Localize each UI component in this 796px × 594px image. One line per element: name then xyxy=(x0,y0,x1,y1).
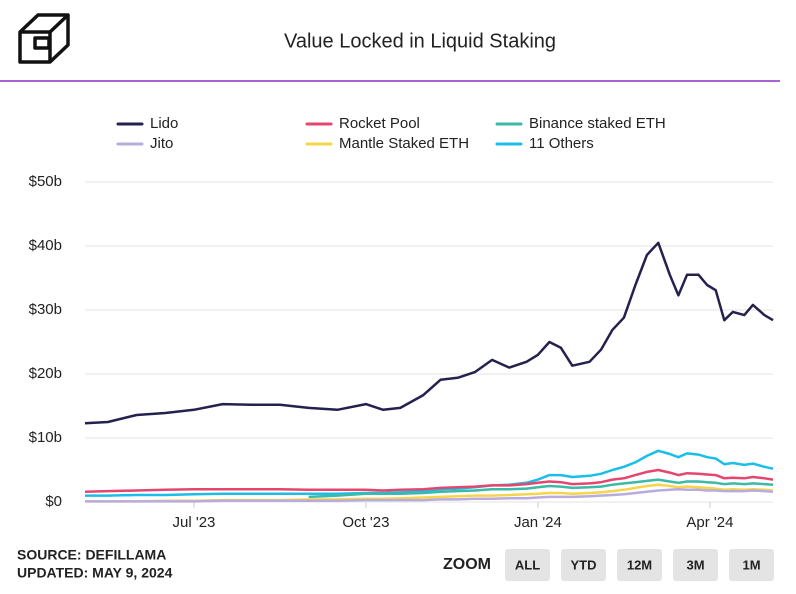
logo xyxy=(18,13,70,64)
x-tick-label: Apr '24 xyxy=(686,514,733,531)
legend-label: Lido xyxy=(150,115,178,132)
zoom-button[interactable]: 1M xyxy=(729,549,774,581)
series-line xyxy=(85,487,774,503)
legend-label: Jito xyxy=(150,135,173,152)
y-tick-label: $40b xyxy=(29,237,62,254)
series-line xyxy=(85,449,774,497)
series-line xyxy=(308,478,774,499)
y-tick-label: $10b xyxy=(29,429,62,446)
zoom-button[interactable]: 3M xyxy=(673,549,718,581)
zoom-button[interactable]: ALL xyxy=(505,549,550,581)
zoom-button-bg xyxy=(617,549,662,581)
series-line xyxy=(84,241,774,425)
zoom-button-label: 12M xyxy=(627,557,652,572)
zoom-button-bg xyxy=(729,549,774,581)
zoom-button-label: 1M xyxy=(742,557,760,572)
zoom-button-bg xyxy=(505,549,550,581)
x-tick-label: Jan '24 xyxy=(514,514,562,531)
updated: UPDATED: MAY 9, 2024 xyxy=(17,565,173,581)
zoom-button-bg xyxy=(673,549,718,581)
y-tick-label: $30b xyxy=(29,301,62,318)
chart-title: Value Locked in Liquid Staking xyxy=(284,30,556,52)
legend-label: 11 Others xyxy=(529,135,594,152)
zoom-label: ZOOM xyxy=(443,556,491,573)
y-tick-label: $50b xyxy=(29,173,62,190)
source: SOURCE: DEFILLAMA xyxy=(17,547,166,563)
legend-label: Binance staked ETH xyxy=(529,115,666,132)
zoom-button-label: YTD xyxy=(571,557,597,572)
legend-label: Mantle Staked ETH xyxy=(339,135,469,152)
zoom-button-label: ALL xyxy=(515,557,540,572)
y-tick-label: $0 xyxy=(45,493,62,510)
zoom-button-bg xyxy=(561,549,606,581)
y-tick-label: $20b xyxy=(29,365,62,382)
series-line xyxy=(84,468,774,494)
zoom-button-label: 3M xyxy=(686,557,704,572)
x-tick-label: Jul '23 xyxy=(172,514,215,531)
legend-label: Rocket Pool xyxy=(339,115,420,132)
x-tick-label: Oct '23 xyxy=(342,514,389,531)
zoom-button[interactable]: YTD xyxy=(561,549,606,581)
zoom-button[interactable]: 12M xyxy=(617,549,662,581)
